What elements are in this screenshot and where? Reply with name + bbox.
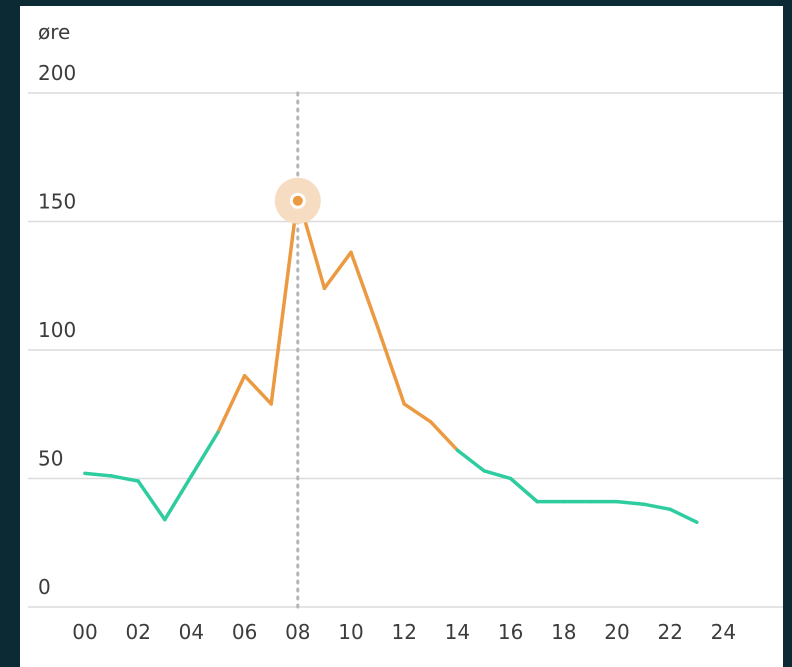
y-tick-label-200: 200	[38, 61, 76, 85]
data-point-15	[482, 469, 486, 473]
data-point-18	[562, 500, 566, 504]
x-tick-label-18: 18	[551, 620, 576, 644]
x-tick-label-20: 20	[604, 620, 629, 644]
data-point-23	[695, 520, 699, 524]
data-point-14	[455, 448, 459, 452]
x-tick-label-02: 02	[125, 620, 150, 644]
series-segment-13	[429, 420, 460, 452]
price-series	[83, 194, 699, 524]
data-point-19	[588, 500, 593, 504]
series-segment-11	[375, 325, 406, 406]
x-tick-label-06: 06	[232, 620, 257, 644]
y-tick-label-150: 150	[38, 190, 76, 214]
x-tick-label-16: 16	[498, 620, 523, 644]
data-point-10	[349, 250, 353, 254]
chart-panel: øre 0 50 100 150 200 00 02 04 06 08 10 12 14 16 18 20 2…	[20, 6, 783, 667]
data-point-21	[642, 502, 646, 506]
x-tick-label-22: 22	[657, 620, 682, 644]
x-tick-label-00: 00	[72, 620, 97, 644]
data-point-11	[376, 325, 380, 329]
y-tick-label-100: 100	[38, 318, 76, 342]
y-unit-label: øre	[38, 20, 70, 44]
series-segment-7	[269, 194, 300, 406]
data-point-12	[402, 402, 406, 406]
series-segment-1	[109, 474, 140, 483]
price-chart: øre 0 50 100 150 200 00 02 04 06 08 10 12 14 16 18 20 2…	[28, 20, 783, 644]
grid	[28, 92, 783, 608]
y-tick-label-50: 50	[38, 447, 63, 471]
series-segment-10	[349, 250, 380, 329]
x-tick-label-14: 14	[445, 620, 470, 644]
data-point-4	[189, 474, 193, 478]
x-tick-label-10: 10	[338, 620, 363, 644]
series-segment-0	[83, 471, 114, 478]
data-point-20	[615, 500, 619, 504]
series-segment-20	[615, 499, 646, 506]
series-segment-5	[216, 373, 247, 434]
x-tick-label-12: 12	[391, 620, 416, 644]
data-point-13	[429, 420, 433, 424]
series-segment-3	[163, 474, 194, 522]
x-tick-label-04: 04	[179, 620, 204, 644]
series-segment-6	[242, 373, 273, 406]
data-point-5	[216, 430, 220, 434]
data-point-16	[509, 476, 513, 481]
data-point-9	[322, 286, 326, 290]
series-segment-22	[668, 507, 699, 524]
data-point-2	[136, 479, 140, 483]
selected-point-marker[interactable]	[274, 177, 321, 224]
y-tick-label-0: 0	[38, 575, 51, 599]
x-axis-ticks: 00 02 04 06 08 10 12 14 16 18 20 22 24	[72, 620, 736, 644]
data-point-7	[269, 402, 273, 406]
series-segment-21	[641, 502, 672, 512]
data-point-3	[163, 518, 167, 522]
y-axis-ticks: 0 50 100 150 200	[38, 61, 76, 599]
series-segment-2	[136, 479, 167, 522]
series-segment-4	[189, 430, 220, 478]
data-point-6	[243, 374, 247, 378]
series-segment-14	[455, 448, 486, 473]
data-point-22	[668, 507, 672, 511]
series-segment-9	[322, 250, 353, 291]
series-segment-16	[508, 476, 539, 504]
series-segment-12	[402, 402, 433, 424]
x-tick-label-08: 08	[285, 620, 310, 644]
series-segment-15	[482, 469, 513, 481]
data-point-0	[83, 471, 87, 475]
data-point-1	[110, 474, 114, 478]
x-tick-label-24: 24	[711, 620, 736, 644]
marker-dot	[292, 195, 303, 206]
data-point-17	[535, 500, 539, 504]
